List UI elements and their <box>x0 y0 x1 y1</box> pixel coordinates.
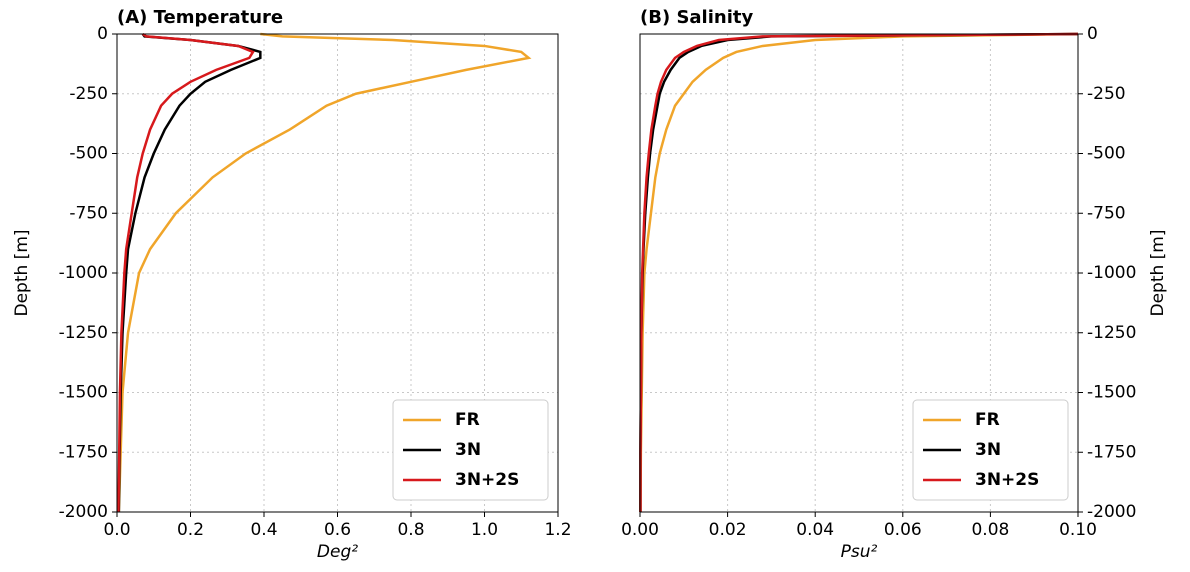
x-tick-label: 0.2 <box>177 520 204 540</box>
y-tick-label: -750 <box>1087 203 1126 223</box>
y-tick-label: -1250 <box>59 323 108 343</box>
x-tick-label: 1.0 <box>471 520 498 540</box>
x-tick-label: 1.2 <box>544 520 571 540</box>
x-tick-label: 0.00 <box>621 520 659 540</box>
y-tick-label: 0 <box>1087 24 1098 44</box>
y-tick-label: -250 <box>1087 84 1126 104</box>
y-tick-label: -1500 <box>59 383 108 403</box>
y-tick-label: -2000 <box>1087 502 1136 522</box>
y-tick-label: -1000 <box>59 263 108 283</box>
legend-label: 3N <box>975 440 1001 460</box>
y-tick-label: -1250 <box>1087 323 1136 343</box>
data-line <box>639 32 1079 512</box>
y-tick-label: -2000 <box>59 502 108 522</box>
x-tick-label: 0.0 <box>103 520 130 540</box>
x-axis-label: Psu² <box>841 542 878 562</box>
data-line <box>639 32 1079 513</box>
y-axis-label: Depth [m] <box>12 229 32 316</box>
y-tick-label: -1750 <box>59 442 108 462</box>
legend-box <box>392 399 549 501</box>
plot-frame <box>116 33 559 513</box>
y-tick-label: -500 <box>69 144 108 164</box>
legend-label: 3N+2S <box>455 470 519 490</box>
x-tick-label: 0.06 <box>884 520 922 540</box>
y-axis-label: Depth [m] <box>1148 229 1168 316</box>
chart-title: (B) Salinity <box>640 7 753 28</box>
x-tick-label: 0.6 <box>324 520 351 540</box>
x-tick-label: 0.08 <box>971 520 1009 540</box>
x-tick-label: 0.8 <box>397 520 424 540</box>
legend-label: 3N <box>455 440 481 460</box>
y-tick-label: -1000 <box>1087 263 1136 283</box>
chart-title: (A) Temperature <box>117 7 283 28</box>
y-tick-label: -750 <box>69 203 108 223</box>
legend-label: FR <box>975 410 1000 430</box>
y-tick-label: -250 <box>69 84 108 104</box>
legend-label: 3N+2S <box>975 470 1039 490</box>
data-line <box>117 32 532 513</box>
x-axis-label: Deg² <box>317 542 358 562</box>
x-tick-label: 0.02 <box>709 520 747 540</box>
y-tick-label: 0 <box>97 24 108 44</box>
x-tick-label: 0.04 <box>796 520 834 540</box>
x-tick-label: 0.4 <box>250 520 277 540</box>
plot-frame <box>639 33 1079 513</box>
y-tick-label: -1750 <box>1087 442 1136 462</box>
legend-box <box>912 399 1069 501</box>
x-tick-label: 0.10 <box>1059 520 1097 540</box>
y-tick-label: -500 <box>1087 144 1126 164</box>
data-line <box>117 32 255 513</box>
legend-label: FR <box>455 410 480 430</box>
y-tick-label: -1500 <box>1087 383 1136 403</box>
